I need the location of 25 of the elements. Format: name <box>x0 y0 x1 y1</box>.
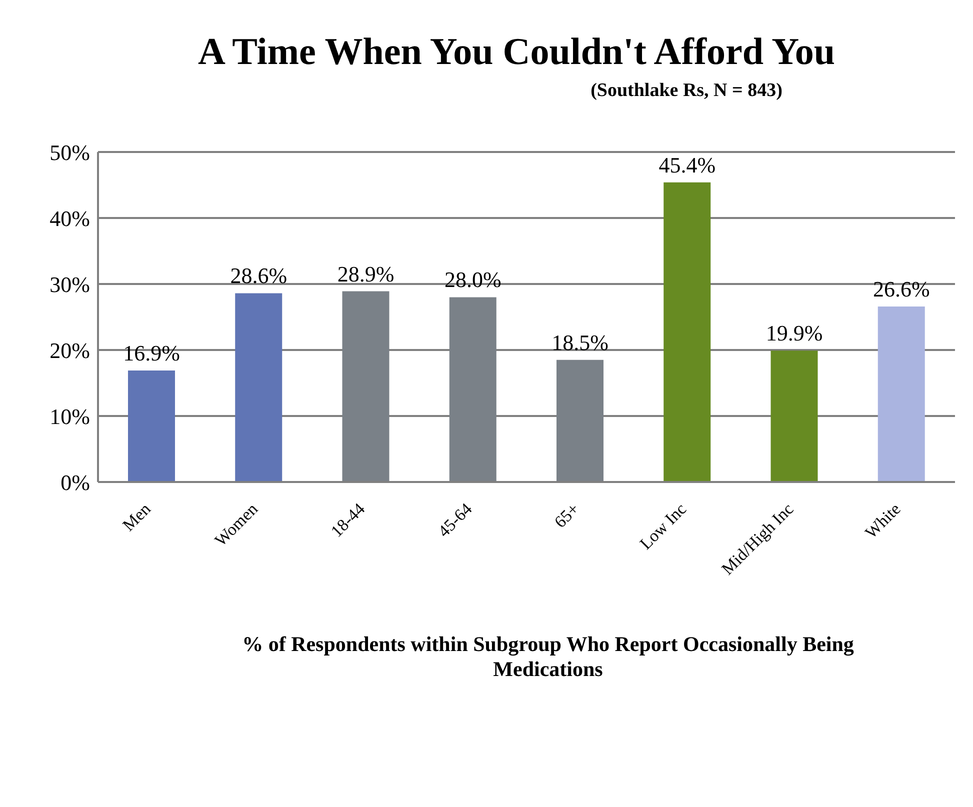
bar <box>664 182 711 482</box>
x-tick-label: Low Inc <box>636 499 690 554</box>
bar <box>770 350 818 482</box>
data-label: 28.9% <box>337 261 394 286</box>
chart-subtitle: (Southlake Rs, N = 843) <box>590 80 784 102</box>
y-tick-label: 0% <box>60 470 90 495</box>
data-label: 26.6% <box>872 276 930 302</box>
y-tick-label: 30% <box>50 272 90 297</box>
data-label: 19.9% <box>766 320 823 346</box>
y-tick-label: 10% <box>50 404 90 429</box>
y-tick-label: 20% <box>50 338 90 363</box>
bar <box>878 306 925 482</box>
chart-title: A Time When You Couldn't Afford You <box>196 30 836 74</box>
data-label: 45.4% <box>658 152 716 178</box>
x-axis-title: % of Respondents within Subgroup Who Report Occasionally Being Medications <box>241 632 855 682</box>
data-label: 16.9% <box>123 340 180 366</box>
bar <box>235 293 282 482</box>
y-tick-label: 40% <box>50 206 90 231</box>
data-label: 28.6% <box>230 263 288 288</box>
x-tick-label: Men <box>118 499 155 535</box>
x-tick-label: 65+ <box>550 499 583 532</box>
data-label: 18.5% <box>552 330 608 355</box>
data-label: 28.0% <box>444 267 502 292</box>
y-tick-label: 50% <box>50 140 90 165</box>
bar <box>128 370 175 482</box>
